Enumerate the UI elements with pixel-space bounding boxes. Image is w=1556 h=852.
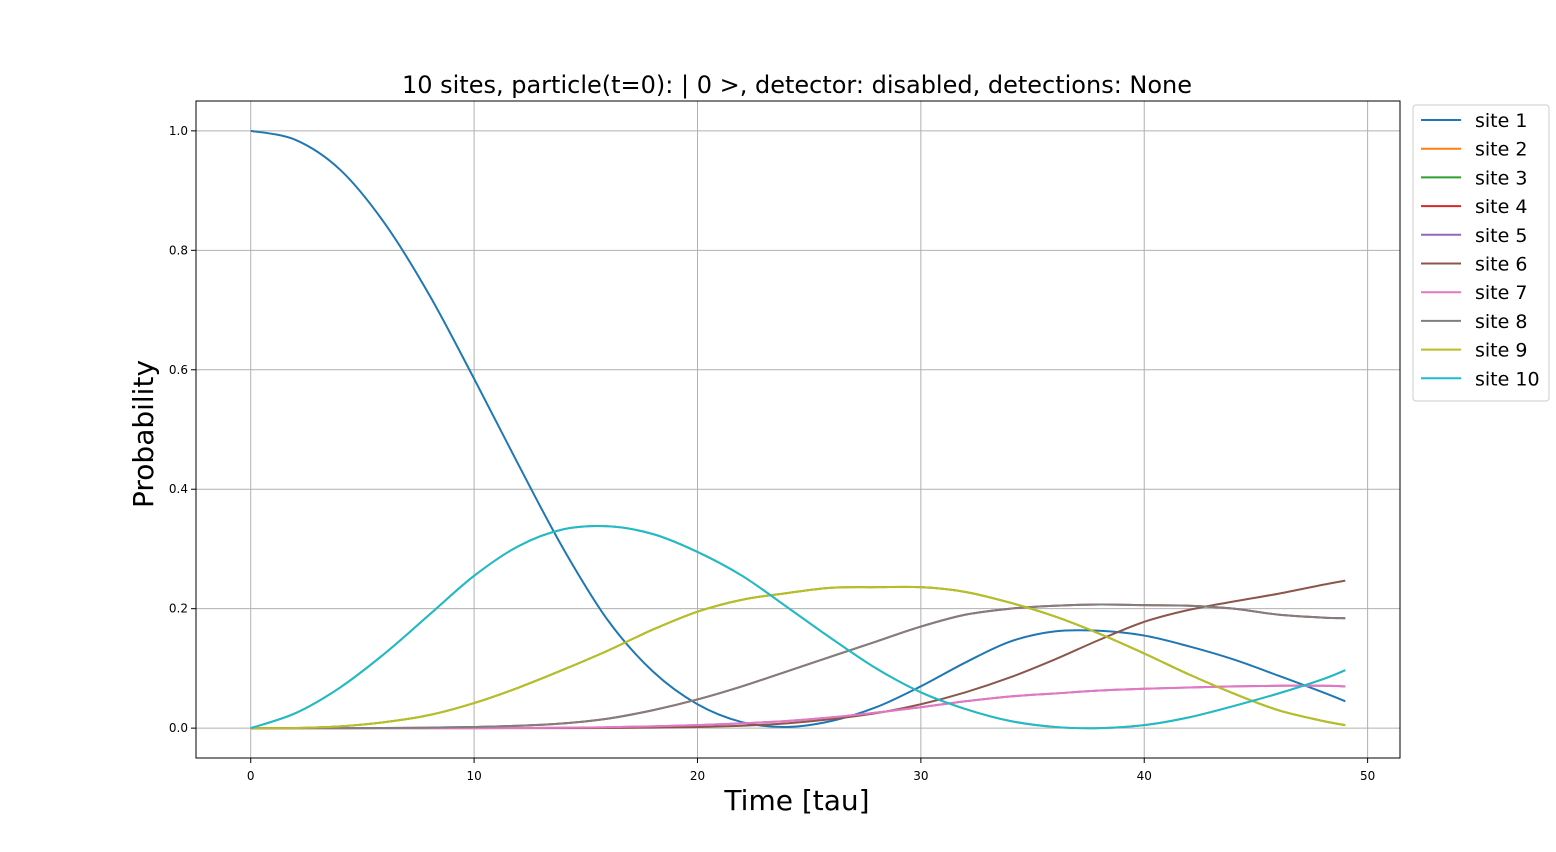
x-tick-label: 10	[466, 769, 481, 783]
legend-label: site 6	[1475, 254, 1527, 276]
series-line-site-8	[250, 603, 1346, 730]
y-tick-label: 0.2	[169, 602, 188, 616]
y-axis: 0.0 0.2 0.4 0.6 0.8 1.0	[169, 124, 196, 735]
plot-frame	[195, 100, 1401, 759]
legend-label: site 4	[1475, 196, 1527, 218]
x-tick-label: 0	[247, 769, 255, 783]
legend-label: site 7	[1475, 282, 1527, 304]
y-tick-label: 0.4	[169, 482, 188, 496]
y-tick-label: 0.0	[169, 721, 188, 735]
y-tick-label: 1.0	[169, 124, 188, 138]
x-axis-title: Time [tau]	[723, 784, 869, 817]
grid-lines	[196, 101, 1400, 758]
legend-label: site 8	[1475, 311, 1527, 333]
series-line-site-1	[250, 129, 1346, 728]
legend-label: site 9	[1475, 340, 1527, 362]
y-axis-title: Probability	[127, 360, 160, 508]
legend-label: site 10	[1475, 368, 1540, 390]
series-line-site-10	[250, 524, 1346, 730]
legend-label: site 2	[1475, 139, 1527, 161]
x-axis: 0 10 20 30 40 50	[247, 758, 1375, 783]
legend-label: site 5	[1475, 225, 1527, 247]
chart-title: 10 sites, particle(t=0): | 0 >, detector…	[402, 71, 1192, 99]
legend-label: site 3	[1475, 167, 1527, 189]
x-tick-label: 40	[1137, 769, 1152, 783]
y-tick-label: 0.8	[169, 243, 188, 257]
legend-label: site 1	[1475, 110, 1527, 132]
legend-box	[1412, 104, 1550, 402]
x-tick-label: 20	[690, 769, 705, 783]
x-tick-label: 50	[1360, 769, 1375, 783]
data-lines	[250, 129, 1346, 730]
legend: site 1 site 2 site 3 site 4 site 5 site 6 site…	[1412, 104, 1550, 402]
x-tick-label: 30	[913, 769, 928, 783]
y-tick-label: 0.6	[169, 363, 188, 377]
series-line-site-9	[250, 585, 1346, 730]
